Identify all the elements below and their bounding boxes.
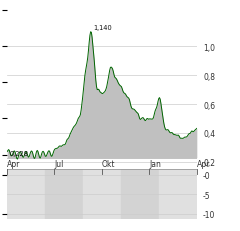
- Text: 1,140: 1,140: [93, 25, 112, 31]
- Bar: [45, 169, 83, 219]
- Bar: [159, 169, 197, 219]
- Text: Apr: Apr: [7, 159, 21, 168]
- Text: Apr: Apr: [197, 159, 210, 168]
- Bar: [121, 169, 159, 219]
- Text: 0,228: 0,228: [9, 151, 28, 157]
- Bar: [7, 169, 45, 219]
- Bar: [83, 169, 121, 219]
- Text: Jan: Jan: [149, 159, 161, 168]
- Text: Okt: Okt: [102, 159, 115, 168]
- Text: Jul: Jul: [54, 159, 63, 168]
